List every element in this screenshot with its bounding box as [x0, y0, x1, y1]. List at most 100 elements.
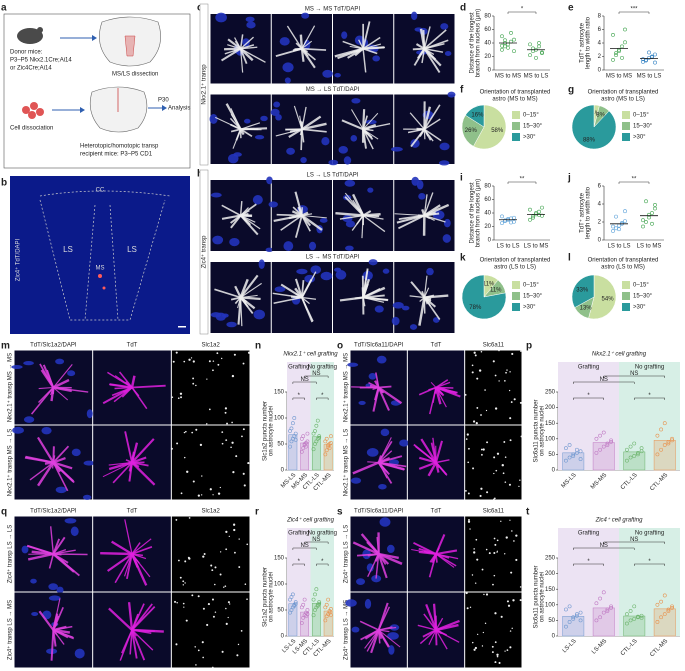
data-point — [662, 421, 667, 426]
process — [131, 629, 146, 661]
row-label: Zic4⁺ transp LS → MS — [343, 600, 350, 660]
punctum — [221, 357, 223, 360]
x-tick-label: CTL-LS — [620, 638, 639, 657]
legend-swatch — [622, 281, 630, 289]
legend-swatch — [512, 122, 520, 130]
nucleus — [392, 302, 404, 309]
punctum — [217, 363, 220, 366]
nucleus — [366, 448, 379, 457]
nucleus — [443, 218, 451, 228]
process — [435, 387, 447, 408]
data-point — [301, 434, 306, 439]
process — [363, 46, 385, 50]
data-point — [611, 33, 615, 37]
row-label: Zic4⁺ transp LS → LS — [7, 525, 14, 584]
region-label: CC — [96, 188, 105, 194]
sig-bracket — [304, 375, 329, 378]
nucleus — [21, 545, 29, 554]
process — [108, 383, 133, 389]
punctum — [496, 655, 499, 658]
process — [378, 629, 401, 648]
data-point — [500, 221, 504, 226]
nucleus — [376, 355, 387, 364]
legend-label: 15–30° — [523, 294, 543, 300]
punctum — [241, 435, 243, 438]
y-tick-label: 4 — [598, 202, 602, 208]
nucleus — [23, 416, 35, 423]
y-tick-label: 2 — [598, 54, 602, 60]
nucleus — [345, 220, 356, 228]
nucleus — [388, 645, 395, 655]
dissection-area — [124, 35, 136, 57]
pie-slice — [465, 104, 485, 128]
y-axis-label: Distance of the longest — [470, 182, 476, 243]
process — [118, 371, 133, 388]
process — [114, 553, 133, 584]
punctum — [498, 661, 501, 664]
sig-bracket — [603, 375, 665, 378]
data-point — [614, 51, 618, 56]
process — [300, 48, 305, 62]
data-point — [512, 219, 516, 224]
nucleus — [321, 136, 330, 146]
nucleus — [286, 147, 295, 155]
data-point — [614, 214, 618, 219]
punctum — [472, 467, 475, 470]
data-point — [567, 620, 572, 624]
data-point — [564, 624, 568, 629]
outline — [84, 204, 119, 321]
sig-bracket — [573, 397, 604, 400]
sig-label: NS — [630, 537, 638, 543]
data-point — [666, 441, 671, 446]
process — [396, 214, 425, 224]
data-point — [288, 444, 292, 449]
y-tick-label: 50 — [277, 608, 284, 614]
process — [234, 285, 242, 298]
nucleus — [67, 370, 76, 377]
nucleus — [284, 77, 291, 84]
process — [240, 122, 261, 130]
process — [342, 40, 364, 50]
region-label: MS — [96, 266, 105, 272]
punctum — [238, 566, 241, 569]
group-shade — [619, 528, 680, 636]
punctum — [494, 641, 497, 644]
nucleus — [390, 146, 403, 152]
overview-image — [10, 176, 190, 334]
punctum — [500, 615, 503, 618]
pie-slice — [461, 114, 485, 147]
sig-label: NS — [300, 377, 308, 383]
y-axis-label: Slc1a2 puncta number — [263, 401, 269, 461]
nucleus — [364, 598, 372, 609]
process — [352, 461, 380, 475]
process — [127, 602, 134, 631]
data-point — [571, 615, 576, 620]
process — [131, 553, 144, 557]
punctum — [474, 354, 477, 357]
data-point — [571, 616, 576, 621]
data-point — [623, 209, 627, 214]
sig-label: * — [648, 393, 651, 399]
punctum — [510, 571, 513, 574]
sig-bracket — [634, 563, 665, 566]
data-point — [632, 604, 637, 609]
punctum — [519, 599, 522, 602]
data-point — [324, 602, 329, 607]
process — [410, 128, 426, 148]
data-point — [666, 440, 671, 444]
data-point — [601, 590, 606, 595]
process — [301, 40, 313, 50]
sig-bracket — [292, 563, 305, 566]
punctum — [175, 643, 178, 646]
x-tick-label: LS to MS — [524, 244, 549, 250]
nucleus — [308, 241, 317, 251]
sig-bracket — [603, 541, 665, 544]
pie-slice — [571, 104, 617, 150]
bar — [312, 602, 321, 637]
group-shade — [558, 528, 619, 636]
process — [377, 553, 388, 579]
process — [362, 48, 367, 73]
nucleus — [48, 595, 61, 601]
data-point — [614, 53, 618, 58]
data-point — [617, 49, 621, 54]
